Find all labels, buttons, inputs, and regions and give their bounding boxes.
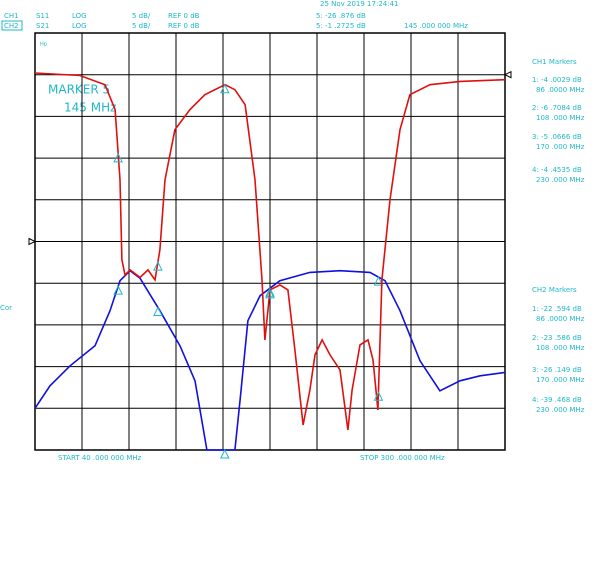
header-text: S21: [36, 22, 49, 30]
marker-triangle: [373, 275, 384, 286]
panel-item: 1: -4 .0029 dB: [532, 76, 582, 84]
marker-readout: 5: -1 .2725 dB: [316, 22, 366, 30]
annotation: 145 MHz: [64, 101, 116, 115]
header-text: REF 0 dB: [168, 22, 200, 30]
panel-item: 3: -5 .0666 dB: [532, 133, 582, 141]
ch2-box: [1, 20, 23, 31]
ref-arrow: [503, 70, 512, 79]
header-text: REF 0 dB: [168, 12, 200, 20]
marker-triangle: [113, 152, 123, 163]
marker-triangle: [219, 83, 230, 94]
marker-triangle: [373, 391, 384, 401]
panel-item: 230 .000 MHz: [536, 176, 585, 184]
header-text: LOG: [72, 12, 87, 20]
marker-triangle: [265, 288, 275, 299]
header-text: CH2: [4, 22, 19, 30]
panel-title: CH1 Markers: [532, 58, 577, 66]
panel-item: 170 .000 MHz: [536, 143, 585, 151]
header-text: CH1: [4, 12, 19, 20]
panel-item: 86 .0000 MHz: [536, 86, 585, 94]
header-text: 5 dB/: [132, 12, 151, 20]
header-text: LOG: [72, 22, 87, 30]
marker-freq: 145 .000 000 MHz: [404, 22, 468, 30]
panel-item: 230 .000 MHz: [536, 406, 585, 414]
stop: STOP 300 .000 000 MHz: [360, 454, 445, 462]
panel-title: CH2 Markers: [532, 286, 577, 294]
panel-item: 2: -23 .586 dB: [532, 334, 582, 342]
panel-item: 170 .000 MHz: [536, 376, 585, 384]
marker-triangle: [153, 260, 163, 271]
start: START 40 .000 000 MHz: [58, 454, 142, 462]
panel-item: 3: -26 .149 dB: [532, 366, 582, 374]
marker-readout: 5: -26 .876 dB: [316, 12, 366, 20]
date: 25 Nov 2019 17:24:41: [320, 0, 399, 8]
header-text: S11: [36, 12, 49, 20]
panel-item: 86 .0000 MHz: [536, 315, 585, 323]
ref-arrow: [28, 237, 37, 246]
panel-item: 108 .000 MHz: [536, 114, 585, 122]
panel-item: 108 .000 MHz: [536, 344, 585, 352]
cor: Cor: [0, 304, 12, 312]
panel-item: 2: -6 .7084 dB: [532, 104, 582, 112]
trace: [34, 269, 506, 451]
hold: Hp: [40, 42, 47, 48]
marker-triangle: [113, 285, 123, 295]
header-text: 5 dB/: [132, 22, 151, 30]
panel-item: 4: -39 .468 dB: [532, 396, 582, 404]
marker-triangle: [219, 448, 230, 459]
annotation: MARKER 5: [48, 83, 110, 97]
panel-item: 4: -4 .4535 dB: [532, 166, 582, 174]
panel-item: 1: -22 .594 dB: [532, 305, 582, 313]
marker-triangle: [153, 306, 163, 316]
